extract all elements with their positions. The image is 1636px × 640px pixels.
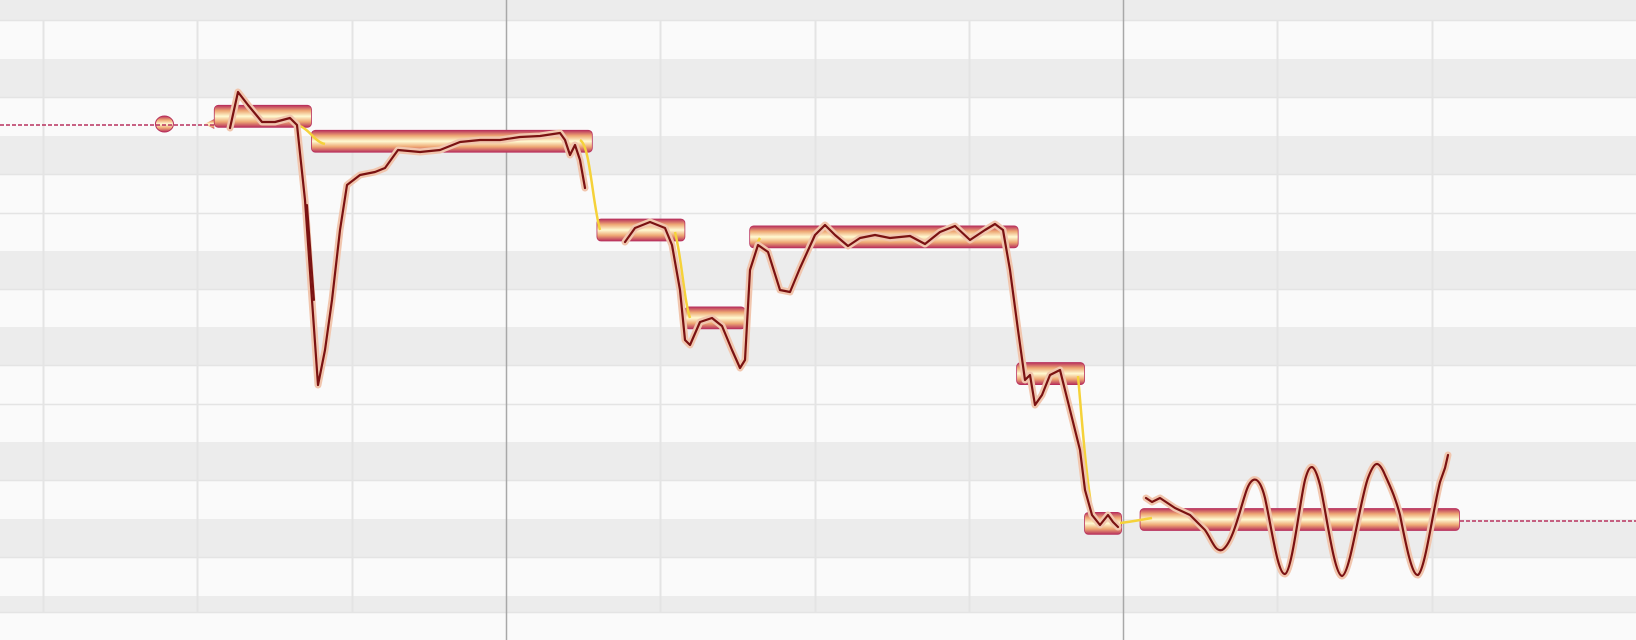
pitch-row [0,174,1636,213]
unvoiced-line [0,124,1636,522]
pitch-row [0,251,1636,289]
sibilant-tail [204,118,215,129]
pitch-curve [226,88,1452,580]
pitch-row [0,365,1636,404]
pitch-row [0,327,1636,365]
pitch-row [0,442,1636,480]
pitch-row [0,20,1636,59]
pitch-row [0,612,1636,640]
pitch-row [0,404,1636,442]
sibilant-blob[interactable] [154,115,174,133]
pitch-row [0,59,1636,97]
pitch-row [0,289,1636,327]
pitch-row [0,557,1636,596]
pitch-row [0,136,1636,174]
pitch-row [0,0,1636,20]
pitch-row [0,596,1636,612]
